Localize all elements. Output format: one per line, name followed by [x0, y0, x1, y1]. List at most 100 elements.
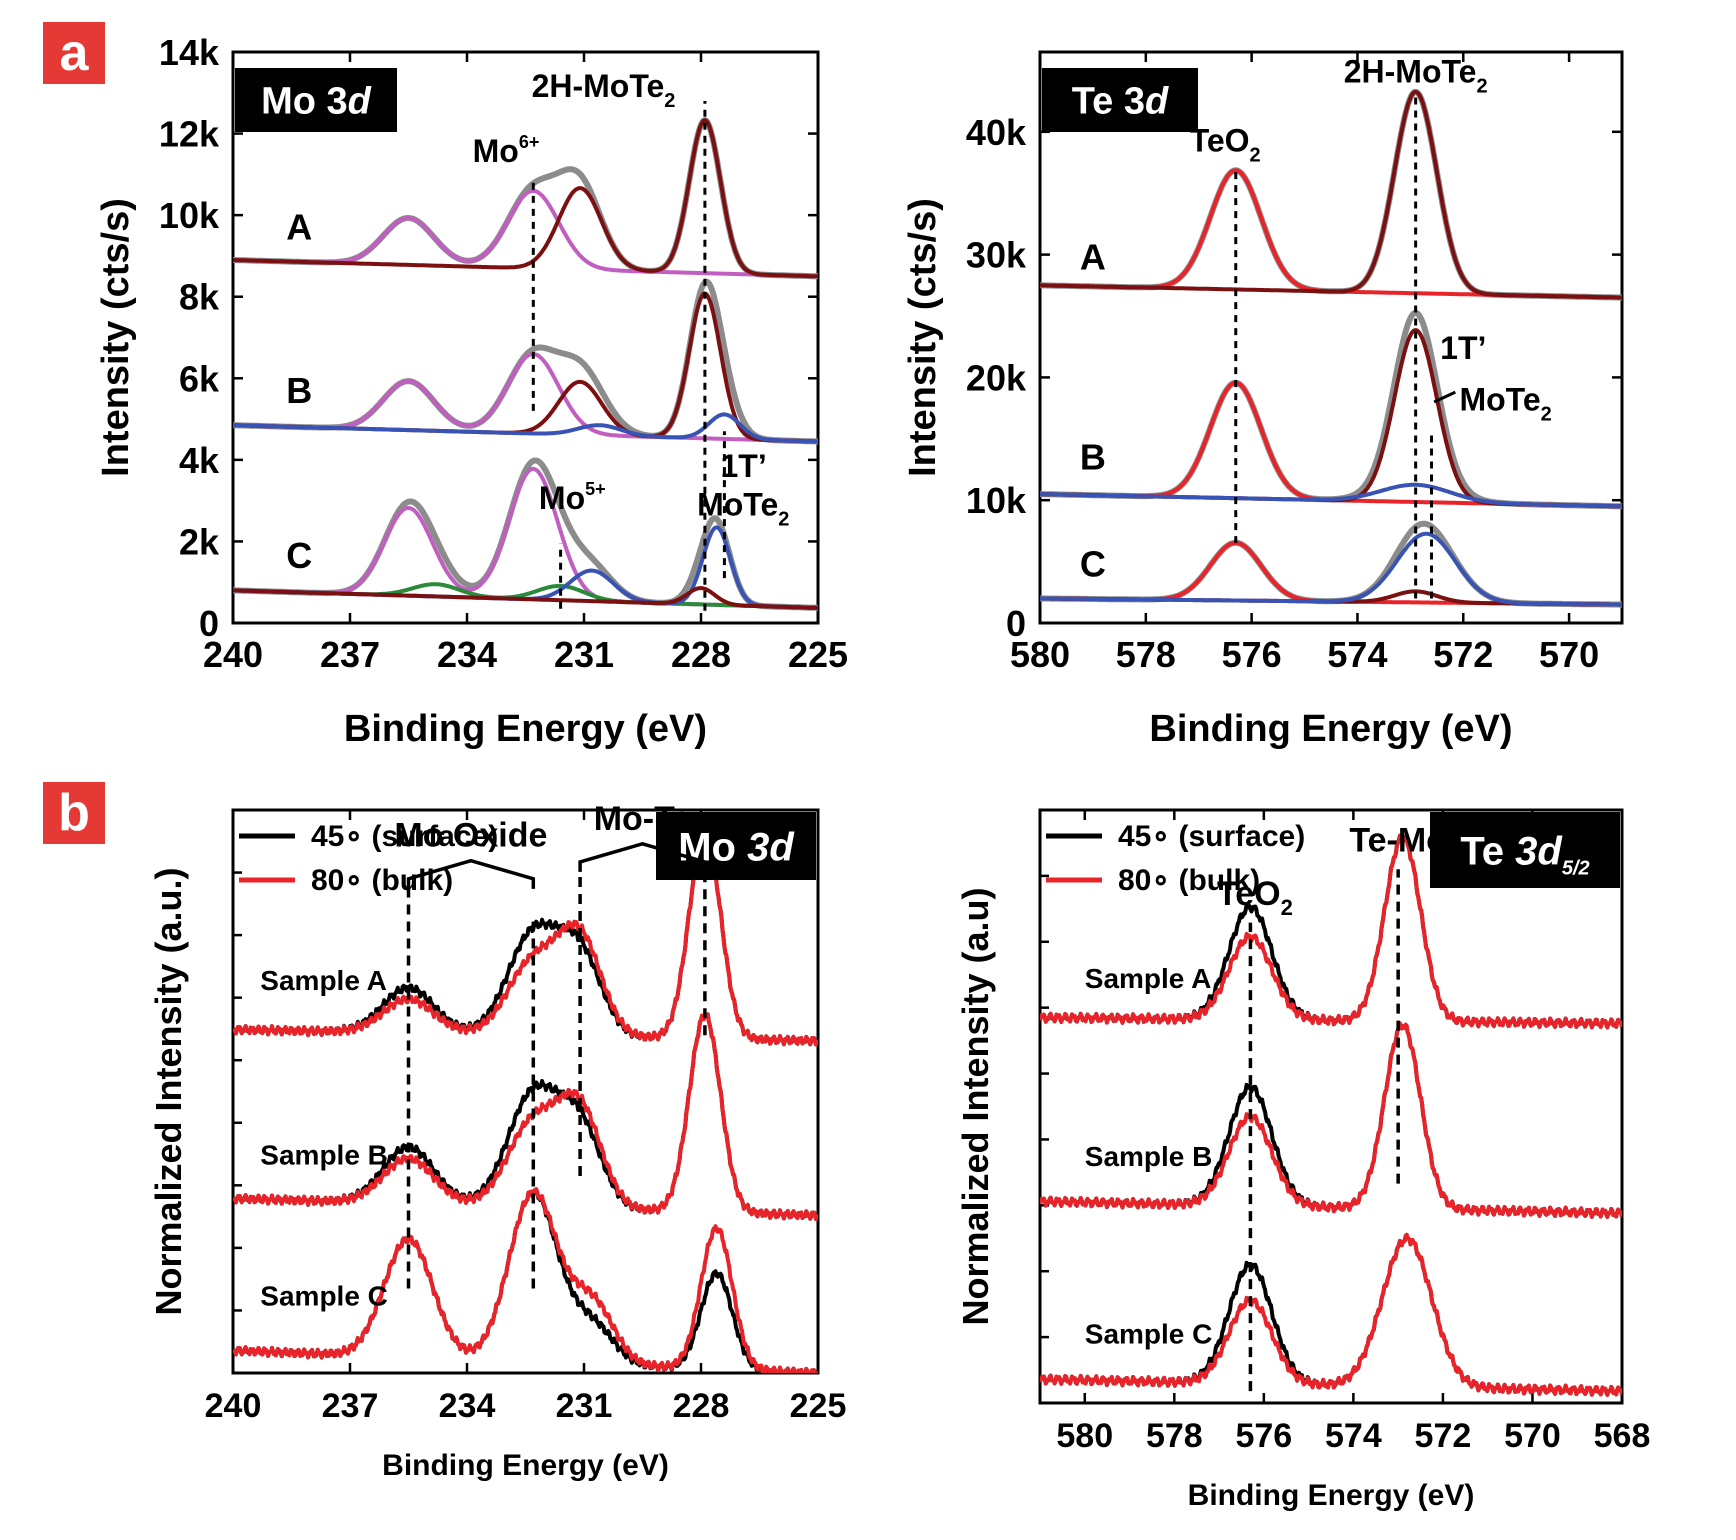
component-fit-line	[1040, 168, 1622, 300]
y-tick-label: 0	[199, 603, 219, 644]
plot-area	[1040, 88, 1622, 608]
chart-title: Te 3d5/2	[1430, 812, 1620, 888]
y-axis-label: Normalized Intensity (a.u)	[955, 887, 996, 1325]
plot-frame	[1038, 808, 1624, 1405]
bracket-label: Mo Oxide	[394, 817, 547, 855]
x-tick-label: 234	[437, 634, 497, 675]
chart-te-3d-deconvolution: 580 578 576 574 572 570 Binding Energy (eV) Int…	[902, 50, 1624, 750]
x-axis-label: Binding Energy (eV)	[344, 708, 707, 750]
plot-frame	[231, 50, 820, 625]
sample-group	[1040, 1232, 1622, 1397]
title-text: Mo 3d	[261, 81, 372, 123]
sample-label: Sample A	[260, 965, 387, 996]
x-tick-label: 576	[1222, 634, 1282, 675]
legend-label: 45∘ (surface)	[1118, 820, 1305, 853]
title-box	[656, 812, 816, 880]
y-tick-label: 20k	[966, 357, 1027, 398]
sample-group	[233, 1012, 818, 1221]
sample-label: Sample A	[1085, 963, 1212, 994]
sample-group	[233, 1187, 818, 1373]
component-fit-line	[233, 412, 818, 444]
bulk-spectrum-line	[1040, 1021, 1622, 1219]
x-tick-label: 225	[790, 1387, 847, 1425]
sample-group	[233, 278, 818, 445]
surface-spectrum-line	[1040, 1021, 1622, 1219]
bulk-spectrum-line	[233, 827, 818, 1047]
title-text: Te 3d	[1072, 81, 1169, 123]
chart-title: Mo 3d	[235, 68, 397, 132]
title-text: Te 3d5/2	[1460, 829, 1589, 879]
peak-label: TeO2	[1217, 875, 1293, 920]
sample-label: Sample B	[1085, 1141, 1213, 1172]
component-fit-line	[1040, 482, 1622, 509]
sample-group	[1040, 833, 1622, 1030]
x-tick-label: 576	[1235, 1417, 1292, 1455]
peak-group-bracket: Mo-Te	[578, 800, 707, 872]
y-axis-label: Intensity (cts/s)	[902, 198, 944, 477]
x-tick-label: 231	[556, 1387, 613, 1425]
y-tick-label: 0	[1006, 603, 1026, 644]
x-tick-label: 580	[1010, 634, 1070, 675]
legend-label: 80∘ (bulk)	[311, 864, 453, 897]
x-tick-label: 228	[673, 1387, 730, 1425]
chart-title: Te 3d	[1042, 68, 1198, 132]
x-tick-label: 570	[1539, 634, 1599, 675]
x-tick-label: 574	[1325, 1417, 1382, 1455]
title-box	[235, 68, 397, 132]
x-tick-label: 240	[205, 1387, 262, 1425]
y-tick-label: 40k	[966, 112, 1027, 153]
legend-label: 80∘ (bulk)	[1118, 864, 1260, 897]
x-tick-label: 237	[322, 1387, 379, 1425]
svg-text:b: b	[58, 784, 90, 842]
mo6-label: Mo6+	[473, 132, 540, 169]
chart-te-3d52-angle-resolved: 580 578 576 574 572 570 568 Binding Energy (eV)…	[955, 808, 1651, 1512]
component-fit-line	[233, 586, 818, 610]
title-box	[1042, 68, 1198, 132]
sample-group	[1040, 88, 1622, 301]
x-tick-label: 570	[1504, 1417, 1561, 1455]
x-tick-label: 568	[1594, 1417, 1651, 1455]
legend-label: 45∘ (surface)	[311, 820, 498, 853]
y-axis-label: Normalized Intensity (a.u.)	[148, 867, 189, 1315]
one-t-mote2-label: MoTe2	[1459, 382, 1551, 426]
sample-label: C	[286, 535, 312, 576]
sample-label: Sample C	[1085, 1319, 1213, 1350]
sample-label: A	[286, 207, 312, 248]
surface-spectrum-line	[233, 1012, 818, 1221]
sample-label: B	[286, 370, 312, 411]
sample-group	[1040, 1021, 1622, 1219]
plot-area	[233, 827, 818, 1373]
surface-spectrum-line	[1040, 1232, 1622, 1397]
panel-label-b: b	[43, 782, 105, 844]
component-fit-line	[233, 118, 818, 279]
one-t-mote2-label: MoTe2	[697, 487, 789, 531]
title-box	[1430, 812, 1620, 888]
measured-envelope-line	[1040, 520, 1622, 608]
x-tick-label: 578	[1146, 1417, 1203, 1455]
component-fit-line	[1040, 89, 1622, 300]
chart-mo-3d-deconvolution: 240 237 234 231 228 225 Binding Energy (eV) Int…	[95, 32, 848, 750]
x-tick-label: 234	[439, 1387, 496, 1425]
teo2-label: TeO2	[1190, 122, 1261, 166]
peak-group-bracket: Mo Oxide	[394, 817, 547, 889]
panel-label-a: a	[43, 22, 105, 84]
sample-label: B	[1080, 437, 1106, 478]
two-h-mote2-label: 2H-MoTe2	[1344, 54, 1488, 98]
bulk-spectrum-line	[233, 1187, 818, 1373]
x-axis-label: Binding Energy (eV)	[382, 1449, 669, 1482]
x-axis-label: Binding Energy (eV)	[1149, 708, 1512, 750]
component-fit-line	[1040, 540, 1622, 607]
plot-frame	[1038, 50, 1624, 625]
x-tick-label: 574	[1327, 634, 1387, 675]
one-t-leader	[1433, 390, 1456, 404]
sample-label: A	[1080, 236, 1106, 277]
x-tick-label: 228	[671, 634, 731, 675]
sample-group	[233, 827, 818, 1047]
sample-label: C	[1080, 543, 1106, 584]
title-text: Mo 3d	[678, 825, 795, 869]
sample-group	[1040, 520, 1622, 608]
mo5-label: Mo5+	[539, 479, 606, 516]
y-tick-label: 12k	[159, 114, 220, 155]
plot-area	[233, 117, 818, 611]
y-axis-label: Intensity (cts/s)	[95, 198, 137, 477]
